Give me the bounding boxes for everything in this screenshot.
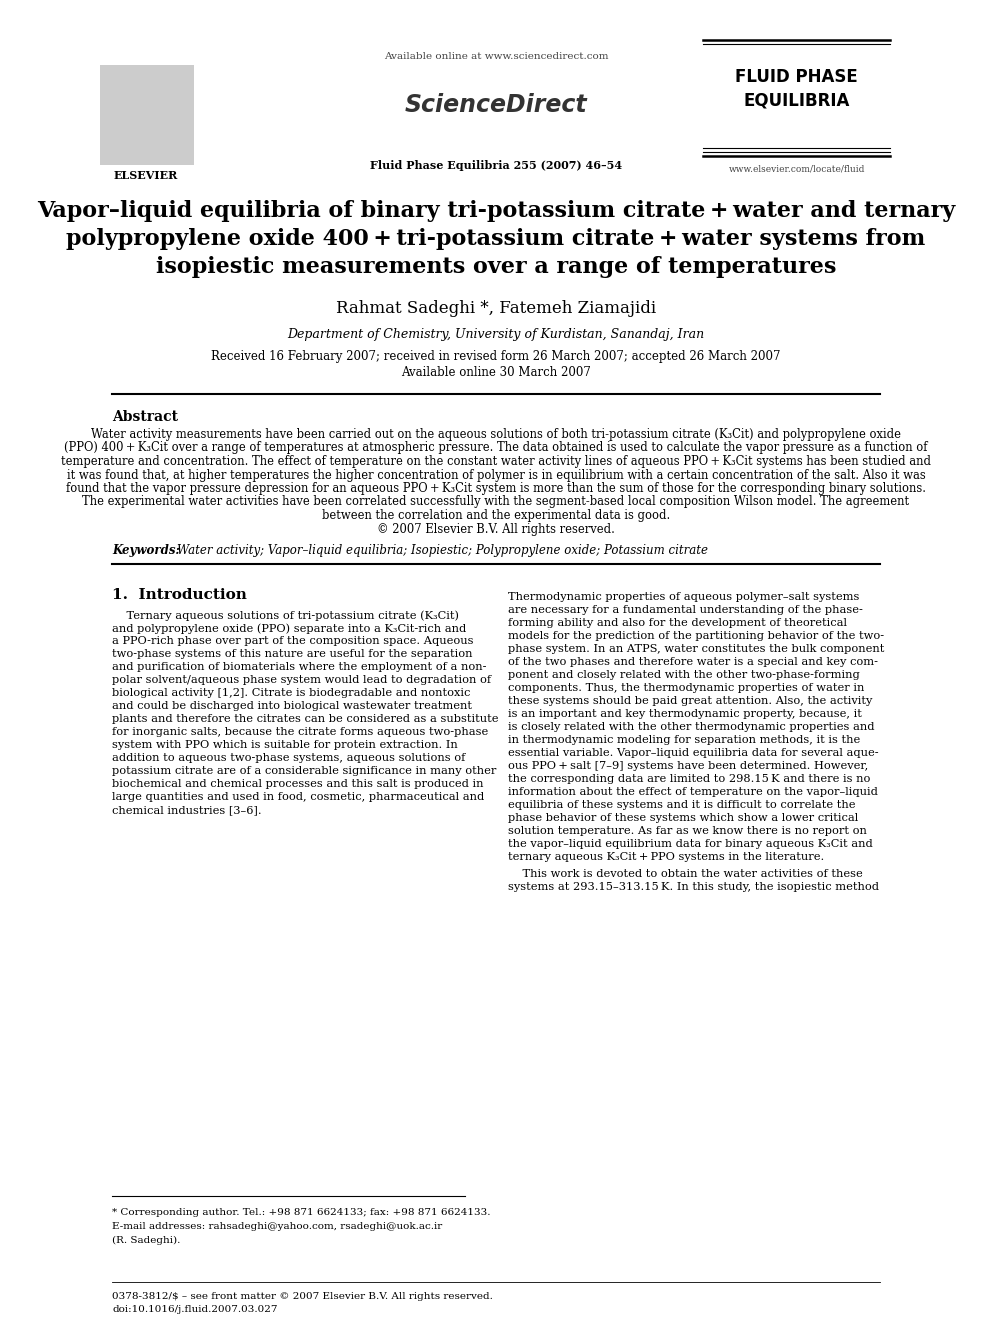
- Text: a PPO-rich phase over part of the composition space. Aqueous: a PPO-rich phase over part of the compos…: [112, 636, 473, 646]
- Text: polypropylene oxide 400 + tri-potassium citrate + water systems from: polypropylene oxide 400 + tri-potassium …: [66, 228, 926, 250]
- Text: these systems should be paid great attention. Also, the activity: these systems should be paid great atten…: [508, 696, 872, 706]
- Text: Vapor–liquid equilibria of binary tri-potassium citrate + water and ternary: Vapor–liquid equilibria of binary tri-po…: [37, 200, 955, 222]
- Text: solution temperature. As far as we know there is no report on: solution temperature. As far as we know …: [508, 826, 867, 836]
- Text: ELSEVIER: ELSEVIER: [113, 169, 178, 181]
- Text: polar solvent/aqueous phase system would lead to degradation of: polar solvent/aqueous phase system would…: [112, 675, 491, 685]
- Text: chemical industries [3–6].: chemical industries [3–6].: [112, 804, 262, 815]
- Text: equilibria of these systems and it is difficult to correlate the: equilibria of these systems and it is di…: [508, 800, 855, 810]
- Text: are necessary for a fundamental understanding of the phase-: are necessary for a fundamental understa…: [508, 605, 863, 615]
- Text: and could be discharged into biological wastewater treatment: and could be discharged into biological …: [112, 701, 472, 710]
- Text: system with PPO which is suitable for protein extraction. In: system with PPO which is suitable for pr…: [112, 740, 458, 750]
- Text: the vapor–liquid equilibrium data for binary aqueous K₃Cit and: the vapor–liquid equilibrium data for bi…: [508, 839, 873, 849]
- Text: doi:10.1016/j.fluid.2007.03.027: doi:10.1016/j.fluid.2007.03.027: [112, 1304, 278, 1314]
- Text: ScienceDirect: ScienceDirect: [405, 93, 587, 116]
- Text: EQUILIBRIA: EQUILIBRIA: [743, 93, 850, 110]
- Text: 1.  Introduction: 1. Introduction: [112, 587, 247, 602]
- Text: www.elsevier.com/locate/fluid: www.elsevier.com/locate/fluid: [728, 164, 865, 173]
- Text: models for the prediction of the partitioning behavior of the two-: models for the prediction of the partiti…: [508, 631, 884, 642]
- Text: in thermodynamic modeling for separation methods, it is the: in thermodynamic modeling for separation…: [508, 736, 860, 745]
- Text: 0378-3812/$ – see front matter © 2007 Elsevier B.V. All rights reserved.: 0378-3812/$ – see front matter © 2007 El…: [112, 1293, 493, 1301]
- Text: it was found that, at higher temperatures the higher concentration of polymer is: it was found that, at higher temperature…: [66, 468, 926, 482]
- Text: (R. Sadeghi).: (R. Sadeghi).: [112, 1236, 181, 1245]
- Text: and purification of biomaterials where the employment of a non-: and purification of biomaterials where t…: [112, 662, 487, 672]
- Text: temperature and concentration. The effect of temperature on the constant water a: temperature and concentration. The effec…: [61, 455, 931, 468]
- Text: is closely related with the other thermodynamic properties and: is closely related with the other thermo…: [508, 722, 874, 732]
- Text: large quantities and used in food, cosmetic, pharmaceutical and: large quantities and used in food, cosme…: [112, 792, 484, 802]
- Text: of the two phases and therefore water is a special and key com-: of the two phases and therefore water is…: [508, 658, 878, 667]
- Text: phase system. In an ATPS, water constitutes the bulk component: phase system. In an ATPS, water constitu…: [508, 644, 884, 654]
- Text: and polypropylene oxide (PPO) separate into a K₃Cit-rich and: and polypropylene oxide (PPO) separate i…: [112, 623, 466, 634]
- Text: Received 16 February 2007; received in revised form 26 March 2007; accepted 26 M: Received 16 February 2007; received in r…: [211, 351, 781, 363]
- Bar: [100, 65, 193, 165]
- Text: Thermodynamic properties of aqueous polymer–salt systems: Thermodynamic properties of aqueous poly…: [508, 591, 859, 602]
- Text: essential variable. Vapor–liquid equilibria data for several aque-: essential variable. Vapor–liquid equilib…: [508, 747, 879, 758]
- Text: components. Thus, the thermodynamic properties of water in: components. Thus, the thermodynamic prop…: [508, 683, 864, 693]
- Text: potassium citrate are of a considerable significance in many other: potassium citrate are of a considerable …: [112, 766, 496, 777]
- Text: found that the vapor pressure depression for an aqueous PPO + K₃Cit system is mo: found that the vapor pressure depression…: [66, 482, 926, 495]
- Text: © 2007 Elsevier B.V. All rights reserved.: © 2007 Elsevier B.V. All rights reserved…: [377, 523, 615, 536]
- Text: Water activity; Vapor–liquid equilibria; Isopiestic; Polypropylene oxide; Potass: Water activity; Vapor–liquid equilibria;…: [177, 544, 707, 557]
- Text: biological activity [1,2]. Citrate is biodegradable and nontoxic: biological activity [1,2]. Citrate is bi…: [112, 688, 470, 699]
- Text: The experimental water activities have been correlated successfully with the seg: The experimental water activities have b…: [82, 496, 910, 508]
- Text: biochemical and chemical processes and this salt is produced in: biochemical and chemical processes and t…: [112, 779, 483, 789]
- Text: Abstract: Abstract: [112, 410, 179, 423]
- Text: for inorganic salts, because the citrate forms aqueous two-phase: for inorganic salts, because the citrate…: [112, 728, 488, 737]
- Text: Available online at www.sciencedirect.com: Available online at www.sciencedirect.co…: [384, 52, 608, 61]
- Text: is an important and key thermodynamic property, because, it: is an important and key thermodynamic pr…: [508, 709, 862, 718]
- Text: the corresponding data are limited to 298.15 K and there is no: the corresponding data are limited to 29…: [508, 774, 870, 785]
- Text: between the correlation and the experimental data is good.: between the correlation and the experime…: [321, 509, 671, 523]
- Text: FLUID PHASE: FLUID PHASE: [735, 67, 858, 86]
- Text: This work is devoted to obtain the water activities of these: This work is devoted to obtain the water…: [508, 869, 863, 878]
- Text: ternary aqueous K₃Cit + PPO systems in the literature.: ternary aqueous K₃Cit + PPO systems in t…: [508, 852, 824, 863]
- Text: Ternary aqueous solutions of tri-potassium citrate (K₃Cit): Ternary aqueous solutions of tri-potassi…: [112, 610, 459, 620]
- Text: phase behavior of these systems which show a lower critical: phase behavior of these systems which sh…: [508, 814, 858, 823]
- Text: Fluid Phase Equilibria 255 (2007) 46–54: Fluid Phase Equilibria 255 (2007) 46–54: [370, 160, 622, 171]
- Text: systems at 293.15–313.15 K. In this study, the isopiestic method: systems at 293.15–313.15 K. In this stud…: [508, 882, 879, 892]
- Text: ous PPO + salt [7–9] systems have been determined. However,: ous PPO + salt [7–9] systems have been d…: [508, 761, 868, 771]
- Text: Department of Chemistry, University of Kurdistan, Sanandaj, Iran: Department of Chemistry, University of K…: [288, 328, 704, 341]
- Text: E-mail addresses: rahsadeghi@yahoo.com, rsadeghi@uok.ac.ir: E-mail addresses: rahsadeghi@yahoo.com, …: [112, 1222, 442, 1230]
- Text: addition to aqueous two-phase systems, aqueous solutions of: addition to aqueous two-phase systems, a…: [112, 753, 465, 763]
- Text: information about the effect of temperature on the vapor–liquid: information about the effect of temperat…: [508, 787, 878, 796]
- Text: * Corresponding author. Tel.: +98 871 6624133; fax: +98 871 6624133.: * Corresponding author. Tel.: +98 871 66…: [112, 1208, 491, 1217]
- Text: Available online 30 March 2007: Available online 30 March 2007: [401, 366, 591, 378]
- Text: two-phase systems of this nature are useful for the separation: two-phase systems of this nature are use…: [112, 650, 472, 659]
- Text: ponent and closely related with the other two-phase-forming: ponent and closely related with the othe…: [508, 669, 860, 680]
- Text: Water activity measurements have been carried out on the aqueous solutions of bo: Water activity measurements have been ca…: [91, 429, 901, 441]
- Text: Keywords:: Keywords:: [112, 544, 180, 557]
- Text: (PPO) 400 + K₃Cit over a range of temperatures at atmospheric pressure. The data: (PPO) 400 + K₃Cit over a range of temper…: [64, 442, 928, 455]
- Text: plants and therefore the citrates can be considered as a substitute: plants and therefore the citrates can be…: [112, 714, 499, 724]
- Text: isopiestic measurements over a range of temperatures: isopiestic measurements over a range of …: [156, 255, 836, 278]
- Text: forming ability and also for the development of theoretical: forming ability and also for the develop…: [508, 618, 847, 628]
- Text: Rahmat Sadeghi *, Fatemeh Ziamajidi: Rahmat Sadeghi *, Fatemeh Ziamajidi: [336, 300, 656, 318]
